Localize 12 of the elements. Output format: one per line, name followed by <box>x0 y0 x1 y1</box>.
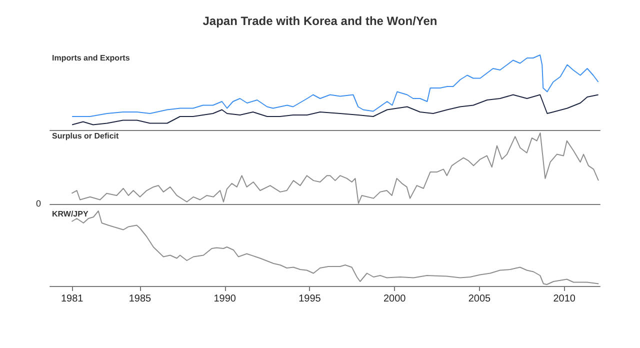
x-tick-label: 1981 <box>60 294 84 304</box>
x-tick-label: 2005 <box>468 294 492 304</box>
text: 0 <box>36 198 42 208</box>
chart-title: Japan Trade with Korea and the Won/Yen <box>202 14 438 28</box>
chart-title: KRW/JPY <box>52 210 89 218</box>
x-tick-label: 1985 <box>128 294 152 304</box>
x-tick-label: 1990 <box>214 294 236 304</box>
chart-subtitle: Imports and Exports <box>52 54 130 62</box>
x-tick-label: 2010 <box>553 294 576 304</box>
chart-title: Surplus or Deficit <box>52 132 120 140</box>
x-tick-label: 1995 <box>298 294 322 304</box>
x-tick-label: 2000 <box>383 294 406 304</box>
